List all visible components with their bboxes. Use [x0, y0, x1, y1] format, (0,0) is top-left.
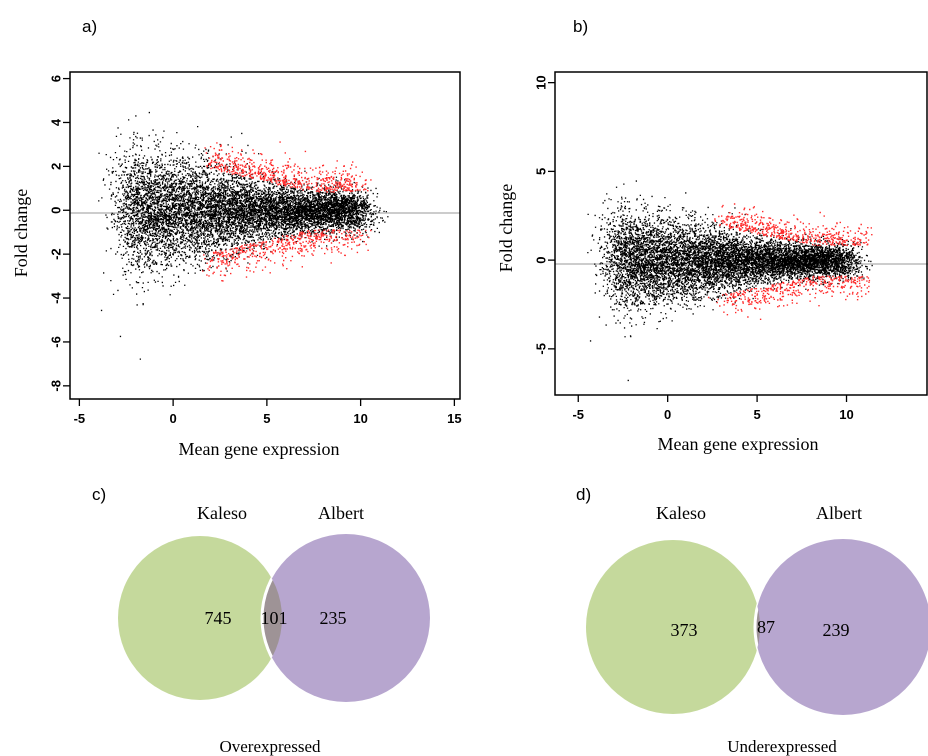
- venn-c-set2-count: 235: [320, 608, 347, 628]
- panel-a-y-tick-label: -2: [49, 248, 64, 260]
- panel-a-points-sig: [202, 141, 372, 282]
- panel-a-points-nonsig: [98, 111, 389, 360]
- panel-b-y-tick-label: 10: [534, 75, 549, 89]
- panel-b-plot-frame: [554, 71, 928, 396]
- panel-a-nonsig-points: [98, 111, 389, 360]
- panel-a-label: a): [82, 17, 97, 36]
- panel-a-x-tick-label: 0: [170, 411, 177, 426]
- panel-d: d) Kaleso Albert 373 87 239 Underexpress…: [576, 485, 928, 756]
- panel-a: a) -5 0 5 10 15 -8 -6 -4 -2 0 2 4 6 Mean gene expres…: [11, 17, 462, 459]
- venn-c-set2-label: Albert: [318, 503, 364, 523]
- panel-a-y-tick-label: 0: [49, 207, 64, 214]
- panel-a-xlabel: Mean gene expression: [179, 439, 340, 459]
- venn-c-intersection-count: 101: [261, 608, 288, 628]
- panel-a-x-tick-label: 10: [353, 411, 367, 426]
- panel-b-y-tick-label: -5: [534, 343, 549, 355]
- panel-b-nonsig-points: [587, 180, 873, 382]
- panel-b-ticks: -5 0 5 10 -5 0 5 10: [534, 75, 854, 422]
- venn-d-set1-label: Kaleso: [656, 503, 706, 523]
- panel-b-y-tick-label: 0: [534, 257, 549, 264]
- panel-b-points-nonsig: [587, 180, 873, 382]
- panel-b-ylabel: Fold change: [496, 184, 516, 272]
- panel-c-label: c): [92, 485, 106, 504]
- panel-b-x-tick-label: -5: [572, 407, 584, 422]
- panel-a-x-tick-label: 5: [263, 411, 270, 426]
- panel-d-label: d): [576, 485, 591, 504]
- panel-b-points-sig: [707, 203, 873, 320]
- venn-c-set1-count: 745: [205, 608, 232, 628]
- venn-c-set2-outline: [260, 536, 282, 700]
- panel-a-x-tick-label: -5: [74, 411, 86, 426]
- venn-c-set2-circle: [262, 534, 430, 702]
- panel-b-sig-points: [707, 203, 873, 320]
- venn-d-set2-outline: [753, 540, 760, 714]
- panel-b-x-tick-label: 10: [839, 407, 853, 422]
- venn-d-set2-circle: [755, 539, 928, 715]
- panel-a-plot-frame: [69, 71, 461, 400]
- panel-a-ticks: -5 0 5 10 15 -8 -6 -4 -2 0 2 4 6: [49, 75, 462, 426]
- panel-c: c) Kaleso Albert 745 101 235 Overexpress…: [92, 485, 430, 756]
- venn-d-set2-label: Albert: [816, 503, 862, 523]
- venn-c-set1-circle: [118, 536, 282, 700]
- panel-b-x-tick-label: 5: [753, 407, 760, 422]
- panel-a-y-tick-label: -4: [49, 291, 64, 303]
- panel-a-x-tick-label: 15: [447, 411, 461, 426]
- panel-b: b) -5 0 5 10 -5 0 5 10 Mean gene expression Fol…: [496, 17, 928, 454]
- panel-a-ylabel: Fold change: [11, 189, 31, 277]
- venn-d-caption: Underexpressed: [727, 737, 837, 756]
- venn-d-set1-circle: [586, 540, 760, 714]
- venn-c-caption: Overexpressed: [219, 737, 321, 756]
- venn-d-set1-count: 373: [671, 620, 698, 640]
- panel-b-label: b): [573, 17, 588, 36]
- panel-b-xlabel: Mean gene expression: [658, 434, 819, 454]
- panel-a-y-tick-label: -6: [49, 336, 64, 348]
- panel-a-y-tick-label: 4: [49, 118, 64, 126]
- venn-d-intersection-count: 87: [757, 617, 775, 637]
- panel-b-y-tick-label: 5: [534, 168, 549, 175]
- panel-a-y-tick-label: -8: [49, 380, 64, 392]
- venn-c-set1-label: Kaleso: [197, 503, 247, 523]
- panel-b-x-tick-label: 0: [664, 407, 671, 422]
- panel-a-y-tick-label: 6: [49, 75, 64, 82]
- panel-a-sig-points: [202, 141, 372, 282]
- panel-a-y-tick-label: 2: [49, 163, 64, 170]
- venn-d-set2-count: 239: [823, 620, 850, 640]
